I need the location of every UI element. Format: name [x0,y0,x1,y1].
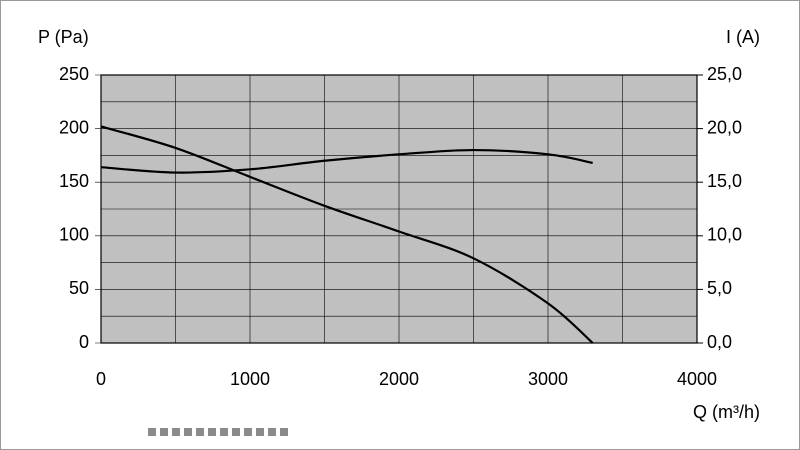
x-tick-label: 3000 [528,369,568,389]
y-tick-label: 0 [79,332,89,352]
x-tick-label: 0 [96,369,106,389]
y-tick-label: 250 [59,64,89,84]
y2-tick-label: 15,0 [707,171,742,191]
y-axis-title: P (Pa) [38,27,89,47]
toolbar [148,428,288,436]
y2-tick-label: 20,0 [707,117,742,137]
y2-tick-label: 0,0 [707,332,732,352]
y2-tick-label: 5,0 [707,278,732,298]
x-axis-title: Q (m³/h) [693,402,760,422]
y2-tick-label: 10,0 [707,225,742,245]
series-line [100,148,593,174]
y-tick-label: 50 [69,278,89,298]
y2-axis-title: I (A) [726,27,760,47]
y2-tick-label: 25,0 [707,64,742,84]
plot-border [100,74,698,344]
y-tick-label: 100 [59,225,89,245]
x-tick-label: 2000 [379,369,419,389]
y-tick-label: 200 [59,117,89,137]
x-tick-label: 1000 [230,369,270,389]
x-tick-label: 4000 [677,369,717,389]
y-tick-label: 150 [59,171,89,191]
series-line [100,125,594,344]
